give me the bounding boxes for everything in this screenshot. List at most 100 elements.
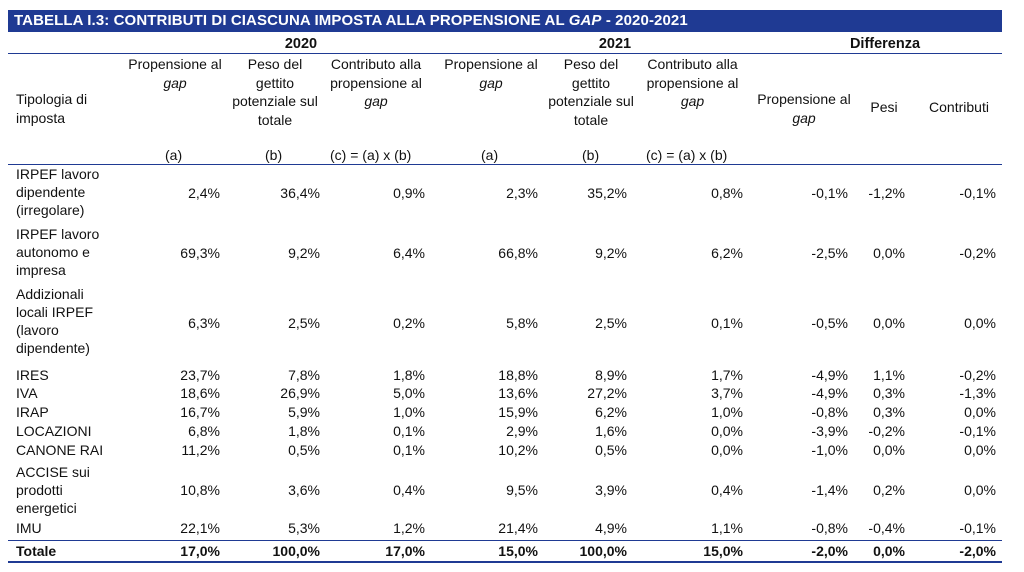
formula-b-2021: (b) [582,147,600,163]
cell-peso-2021: 9,2% [595,245,627,261]
cell-propensione-diff: -0,1% [811,185,848,201]
cell-peso-2020: 3,6% [288,482,320,498]
cell-contributo-2020: 0,1% [393,442,425,458]
cell-contributo-2021: 0,4% [711,482,743,498]
cell-propensione-2021: 9,5% [506,482,538,498]
row-label: LOCAZIONI [16,423,92,439]
total-peso-2021: 100,0% [579,543,627,559]
cell-peso-2020: 5,9% [288,404,320,420]
row-label: CANONE RAI [16,442,104,458]
cell-contributi-diff: -0,2% [959,367,996,383]
year-2021-header: 2021 [598,36,632,52]
row-label: ACCISE sui prodotti energetici [16,464,90,516]
cell-pesi-diff: 1,1% [873,367,905,383]
cell-propensione-2021: 66,8% [498,245,538,261]
cell-contributo-2021: 0,0% [711,423,743,439]
cell-pesi-diff: 0,3% [873,404,905,420]
cell-propensione-2021: 10,2% [498,442,538,458]
cell-pesi-diff: -0,4% [868,520,905,536]
cell-propensione-diff: -3,9% [811,423,848,439]
total-propensione-diff: -2,0% [811,543,848,559]
header-contributo-2020: Contributo alla propensione al gap [330,56,422,109]
cell-contributo-2020: 0,9% [393,185,425,201]
header-contributi: Contributi [929,99,989,115]
cell-peso-2020: 1,8% [288,423,320,439]
cell-propensione-2020: 6,3% [188,315,220,331]
total-top-rule [8,540,1002,541]
cell-peso-2020: 5,3% [288,520,320,536]
cell-peso-2021: 27,2% [587,385,627,401]
cell-contributo-2020: 5,0% [393,385,425,401]
cell-propensione-2020: 18,6% [180,385,220,401]
cell-contributi-diff: -0,1% [959,520,996,536]
cell-contributo-2021: 1,0% [711,404,743,420]
cell-contributi-diff: 0,0% [964,404,996,420]
cell-propensione-2020: 22,1% [180,520,220,536]
cell-propensione-2021: 18,8% [498,367,538,383]
cell-peso-2021: 6,2% [595,404,627,420]
header-top-rule [8,53,1002,54]
cell-contributo-2020: 1,8% [393,367,425,383]
row-label: IRPEF lavoro dipendente (irregolare) [16,166,100,218]
total-peso-2020: 100,0% [272,543,320,559]
cell-contributi-diff: -0,1% [959,423,996,439]
header-peso-2021: Peso del gettito potenziale sul totale [548,56,634,128]
row-label: IRES [16,367,49,383]
total-contributi-diff: -2,0% [959,543,996,559]
cell-peso-2021: 0,5% [595,442,627,458]
formula-a-2020: (a) [165,147,183,163]
cell-peso-2021: 35,2% [587,185,627,201]
cell-propensione-diff: -1,0% [811,442,848,458]
header-peso-2020: Peso del gettito potenziale sul totale [232,56,318,128]
cell-peso-2020: 9,2% [288,245,320,261]
cell-propensione-2021: 2,3% [506,185,538,201]
year-2020-header: 2020 [284,36,318,52]
cell-contributi-diff: -0,1% [959,185,996,201]
cell-propensione-2020: 69,3% [180,245,220,261]
cell-contributo-2020: 1,2% [393,520,425,536]
formula-c-2021: (c) = (a) x (b) [646,147,728,163]
cell-propensione-diff: -2,5% [811,245,848,261]
cell-contributi-diff: -1,3% [959,385,996,401]
cell-peso-2020: 7,8% [288,367,320,383]
cell-pesi-diff: 0,2% [873,482,905,498]
cell-peso-2020: 36,4% [280,185,320,201]
cell-propensione-diff: -0,8% [811,404,848,420]
cell-pesi-diff: -0,2% [868,423,905,439]
total-propensione-2021: 15,0% [498,543,538,559]
cell-contributo-2021: 0,1% [711,315,743,331]
total-pesi-diff: 0,0% [873,543,905,559]
cell-propensione-2021: 5,8% [506,315,538,331]
cell-contributo-2020: 6,4% [393,245,425,261]
cell-propensione-2020: 2,4% [188,185,220,201]
differenza-header: Differenza [849,36,921,52]
cell-contributo-2020: 0,1% [393,423,425,439]
cell-propensione-diff: -0,5% [811,315,848,331]
cell-contributi-diff: 0,0% [964,482,996,498]
cell-contributo-2021: 6,2% [711,245,743,261]
cell-peso-2020: 26,9% [280,385,320,401]
row-label: IMU [16,520,42,536]
header-bottom-rule [8,164,1002,165]
cell-peso-2021: 1,6% [595,423,627,439]
cell-peso-2021: 8,9% [595,367,627,383]
cell-contributo-2021: 1,1% [711,520,743,536]
cell-propensione-2020: 11,2% [181,442,220,458]
cell-propensione-diff: -0,8% [811,520,848,536]
cell-pesi-diff: 0,0% [873,315,905,331]
cell-propensione-2021: 13,6% [498,385,538,401]
cell-propensione-2021: 2,9% [506,423,538,439]
row-label: IVA [16,385,38,401]
cell-contributo-2021: 0,0% [711,442,743,458]
cell-contributi-diff: 0,0% [964,315,996,331]
total-bottom-rule [8,561,1002,563]
cell-propensione-2020: 10,8% [180,482,220,498]
cell-pesi-diff: 0,3% [873,385,905,401]
total-contributo-2020: 17,0% [385,543,425,559]
table-title: TABELLA I.3: CONTRIBUTI DI CIASCUNA IMPO… [8,10,1002,32]
cell-propensione-diff: -4,9% [811,367,848,383]
header-propensione-2020: Propensione al gap [128,56,222,91]
cell-contributo-2020: 0,2% [393,315,425,331]
cell-contributo-2021: 3,7% [711,385,743,401]
header-contributo-2021: Contributo alla propensione al gap [646,56,739,109]
